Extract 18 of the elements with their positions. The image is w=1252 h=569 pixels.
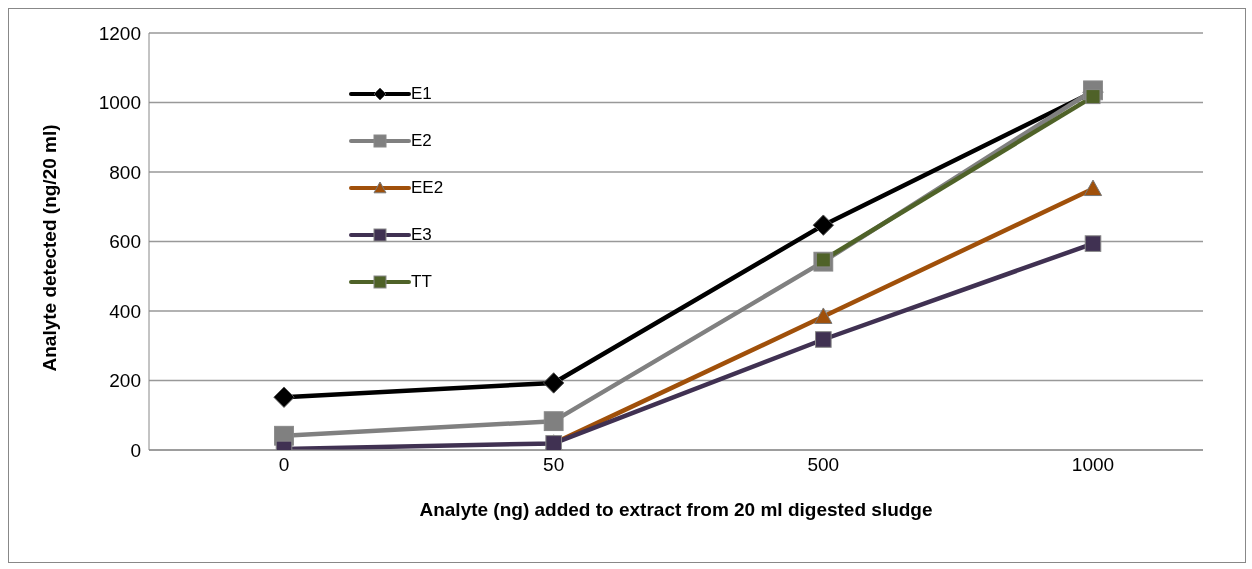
y-axis-title: Analyte detected (ng/20 ml) — [38, 124, 60, 372]
legend-label: E2 — [411, 131, 432, 151]
y-tick-label: 800 — [109, 161, 141, 183]
x-tick-label: 500 — [807, 454, 840, 476]
y-tick-label: 600 — [109, 231, 141, 253]
legend-label: E1 — [411, 84, 432, 104]
x-tick-label: 50 — [543, 454, 565, 476]
y-tick-label: 200 — [109, 370, 141, 392]
legend-label: E3 — [411, 225, 432, 245]
x-tick-label: 1000 — [1071, 454, 1115, 476]
y-tick-label: 0 — [130, 439, 141, 461]
y-tick-label: 1000 — [98, 92, 141, 114]
legend-label: TT — [411, 272, 432, 292]
legend-label: EE2 — [411, 178, 444, 198]
x-axis-title: Analyte (ng) added to extract from 20 ml digested sludge — [419, 499, 933, 520]
y-tick-label: 400 — [109, 300, 141, 322]
y-tick-label: 1200 — [98, 22, 141, 44]
x-tick-label: 0 — [278, 454, 290, 476]
